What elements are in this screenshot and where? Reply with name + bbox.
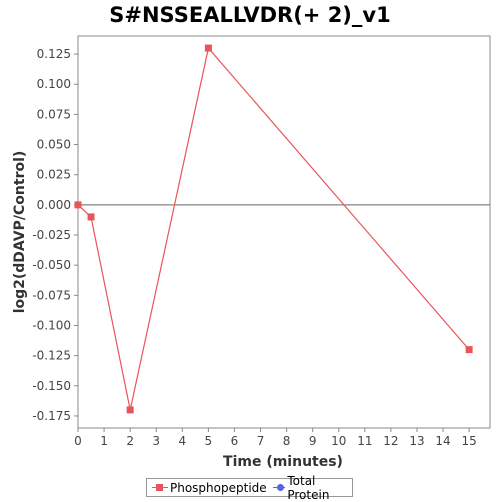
y-tick-label: 0.025 <box>37 168 71 182</box>
x-tick-label: 2 <box>126 434 134 448</box>
legend-item: Phosphopeptide <box>152 481 267 495</box>
y-tick-label: 0.125 <box>37 47 71 61</box>
y-tick-label: -0.125 <box>32 349 71 363</box>
x-tick-label: 13 <box>409 434 424 448</box>
legend-label: Phosphopeptide <box>170 480 267 495</box>
x-tick-label: 9 <box>309 434 317 448</box>
y-tick-label: 0.100 <box>37 77 71 91</box>
chart-title: S#NSSEALLVDR(+ 2)_v1 <box>109 3 391 27</box>
x-tick-label: 7 <box>257 434 265 448</box>
data-point <box>126 406 134 414</box>
x-tick-label: 15 <box>461 434 476 448</box>
y-tick-label: -0.050 <box>32 258 71 272</box>
y-tick-label: -0.025 <box>32 228 71 242</box>
x-tick-label: 5 <box>205 434 213 448</box>
legend-circle-marker <box>272 483 286 493</box>
data-point <box>74 201 82 209</box>
x-tick-label: 4 <box>178 434 186 448</box>
legend-item: Total Protein <box>272 473 346 502</box>
y-tick-label: -0.075 <box>32 288 71 302</box>
legend: Phosphopeptide Total Protein <box>146 474 353 502</box>
y-tick-label: -0.150 <box>32 379 71 393</box>
x-tick-label: 12 <box>383 434 398 448</box>
plot-area <box>77 35 491 429</box>
x-tick-label: 8 <box>283 434 291 448</box>
data-point <box>87 213 95 221</box>
x-tick-label: 1 <box>100 434 108 448</box>
y-tick-label: 0.000 <box>37 198 71 212</box>
x-axis-title: Time (minutes) <box>223 454 343 470</box>
legend-square-marker <box>152 483 168 493</box>
y-tick-label: -0.100 <box>32 318 71 332</box>
x-tick-label: 6 <box>231 434 239 448</box>
y-axis-title: log2(dDAVP/Control) <box>12 151 28 314</box>
y-tick-label: 0.050 <box>37 138 71 152</box>
x-tick-label: 14 <box>435 434 450 448</box>
x-tick-label: 11 <box>357 434 372 448</box>
x-tick-label: 0 <box>74 434 82 448</box>
y-tick-label: -0.175 <box>32 409 71 423</box>
data-point <box>465 346 473 354</box>
y-tick-label: 0.075 <box>37 107 71 121</box>
data-point <box>204 44 212 52</box>
x-tick-label: 3 <box>152 434 160 448</box>
legend-label: Total Protein <box>287 473 330 502</box>
x-tick-label: 10 <box>331 434 346 448</box>
